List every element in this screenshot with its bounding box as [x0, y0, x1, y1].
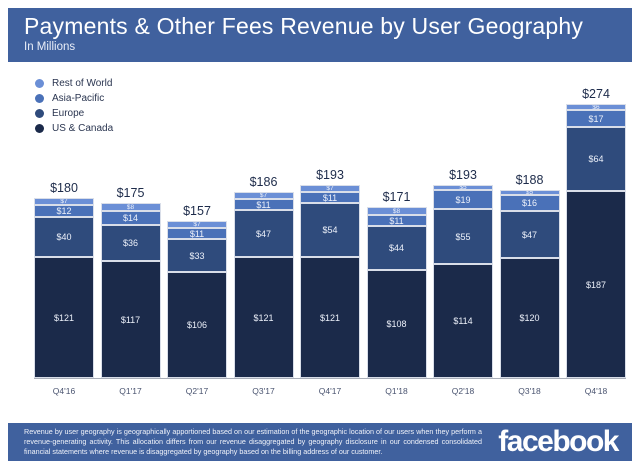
- bar-total-label: $274: [582, 87, 610, 101]
- legend-label: Europe: [52, 108, 85, 119]
- bar-total-label: $171: [382, 190, 411, 204]
- legend-item: Asia-Pacific: [35, 93, 113, 104]
- x-axis-label: Q1'17: [119, 386, 142, 396]
- x-axis-label: Q1'18: [385, 386, 408, 396]
- bar-segment: $16: [499, 195, 560, 211]
- bar-segment: $121: [233, 257, 294, 378]
- x-axis-label: Q4'18: [584, 386, 608, 396]
- bar-segment: $55: [433, 209, 493, 264]
- bar-segment: $17: [566, 110, 626, 127]
- bar-q3-17: $186 $7 $11 $47 $121: [233, 175, 294, 378]
- footnote-text: Revenue by user geography is geographica…: [24, 426, 482, 457]
- bar-q4-17: $193 $7 $11 $54 $121: [300, 168, 360, 378]
- bar-segment: $108: [366, 270, 427, 378]
- footer-banner: Revenue by user geography is geographica…: [8, 423, 632, 461]
- bar-segment: $11: [167, 228, 227, 239]
- bar-segment: $5: [433, 185, 493, 190]
- bar-segment: $33: [167, 239, 227, 272]
- page-subtitle: In Millions: [24, 41, 76, 53]
- bar-segment: $121: [300, 257, 360, 378]
- bar-segment: $7: [233, 192, 294, 199]
- bar-q2-17: $157 $7 $11 $33 $106: [167, 204, 227, 378]
- stacked-bar-plot: $180 $7 $12 $40 $121 $175 $8 $14 $36 $117 $157 $7 $1…: [34, 87, 626, 379]
- bar-q4-16: $180 $7 $12 $40 $121: [34, 181, 94, 378]
- legend-color-dot: [35, 79, 44, 88]
- bar-segment: $187: [566, 191, 626, 378]
- legend-label: US & Canada: [52, 123, 114, 134]
- chart-area: Rest of World Asia-Pacific Europe US & Cana…: [8, 62, 632, 396]
- bar-q4-18: $274 $6 $17 $64 $187: [566, 87, 626, 378]
- legend-item: US & Canada: [35, 123, 113, 134]
- legend-label: Rest of World: [52, 78, 113, 89]
- bar-q1-18: $171 $8 $11 $44 $108: [366, 190, 427, 378]
- bar-segment: $117: [100, 261, 161, 378]
- bar-segment: $19: [433, 190, 493, 209]
- bar-segment: $36: [100, 225, 161, 261]
- bar-segment: $14: [100, 211, 161, 225]
- bar-segment: $7: [34, 198, 94, 205]
- bar-q3-18: $188 $5 $16 $47 $120: [499, 173, 560, 378]
- x-axis-label: Q3'17: [252, 386, 275, 396]
- bar-segment: $7: [167, 221, 227, 228]
- header-banner: Payments & Other Fees Revenue by User Ge…: [8, 8, 632, 62]
- legend-item: Rest of World: [35, 78, 113, 89]
- bar-segment: $47: [233, 210, 294, 257]
- bar-total-label: $186: [249, 175, 278, 189]
- bar-segment: $7: [300, 185, 360, 192]
- bar-segment: $5: [499, 190, 560, 195]
- bar-segment: $8: [100, 203, 161, 211]
- bar-segment: $47: [499, 211, 560, 258]
- bar-total-label: $157: [183, 204, 211, 218]
- bar-segment: $121: [34, 257, 94, 378]
- bar-segment: $114: [433, 264, 493, 378]
- bar-total-label: $180: [50, 181, 78, 195]
- bar-q2-18: $193 $5 $19 $55 $114: [433, 168, 493, 378]
- legend-item: Europe: [35, 108, 113, 119]
- legend-color-dot: [35, 94, 44, 103]
- bar-segment: $8: [366, 207, 427, 215]
- bar-total-label: $175: [116, 186, 145, 200]
- bar-total-label: $188: [515, 173, 544, 187]
- bar-segment: $11: [300, 192, 360, 203]
- x-axis-label: Q4'16: [52, 386, 76, 396]
- x-axis-label: Q3'18: [518, 386, 541, 396]
- bar-segment: $6: [566, 104, 626, 110]
- bar-segment: $40: [34, 217, 94, 257]
- x-axis-labels: Q4'16 Q1'17 Q2'17 Q3'17 Q4'17 Q1'18 Q2'18 Q3'18…: [34, 379, 626, 396]
- bar-segment: $11: [366, 215, 427, 226]
- facebook-logo: facebook: [498, 425, 619, 458]
- bar-segment: $54: [300, 203, 360, 257]
- x-axis-label: Q4'17: [318, 386, 342, 396]
- x-axis-label: Q2'18: [451, 386, 475, 396]
- bar-segment: $120: [499, 258, 560, 378]
- bar-q1-17: $175 $8 $14 $36 $117: [100, 186, 161, 378]
- bar-total-label: $193: [316, 168, 344, 182]
- legend-color-dot: [35, 124, 44, 133]
- x-axis-label: Q2'17: [185, 386, 209, 396]
- bar-segment: $12: [34, 205, 94, 217]
- bar-segment: $106: [167, 272, 227, 378]
- bar-segment: $64: [566, 127, 626, 191]
- bar-segment: $44: [366, 226, 427, 270]
- bar-total-label: $193: [449, 168, 477, 182]
- chart-legend: Rest of World Asia-Pacific Europe US & Cana…: [35, 78, 113, 138]
- legend-color-dot: [35, 109, 44, 118]
- page-title: Payments & Other Fees Revenue by User Ge…: [24, 13, 584, 39]
- bar-segment: $11: [233, 199, 294, 210]
- legend-label: Asia-Pacific: [52, 93, 105, 104]
